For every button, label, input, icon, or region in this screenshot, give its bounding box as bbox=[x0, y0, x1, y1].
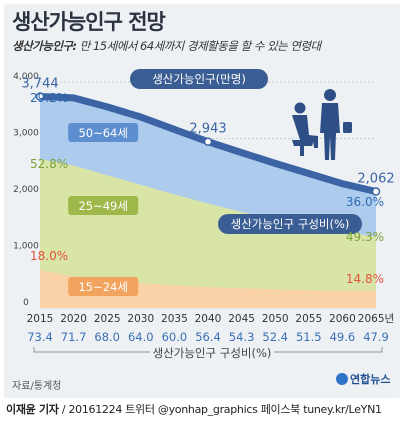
ratio-value: 68.0 bbox=[94, 330, 120, 344]
data-point bbox=[203, 137, 213, 146]
data-point bbox=[371, 187, 381, 196]
ratio-value: 60.0 bbox=[162, 330, 188, 344]
ratio-value: 54.3 bbox=[229, 330, 255, 344]
x-tick-label: 2055 bbox=[295, 313, 322, 325]
y-tick-label: 1,000 bbox=[13, 242, 39, 252]
pct-label-2065: 36.0% bbox=[346, 195, 384, 209]
x-tick-label: 2050 bbox=[262, 313, 289, 325]
source-note: 자료/통계청 bbox=[12, 381, 62, 392]
x-tick-label: 2060 bbox=[329, 313, 356, 325]
band-label-15-24-bg bbox=[68, 277, 139, 296]
subtitle-text: 만 15세에서 64세까지 경제활동을 할 수 있는 연령대 bbox=[76, 39, 321, 53]
band-label-50-64: 50~64세 bbox=[78, 126, 127, 140]
credit-details: / 20161224 트위터 @yonhap_graphics 페이스북 tun… bbox=[58, 403, 382, 416]
person-sitting-icon bbox=[292, 115, 318, 148]
x-tick-label: 2035 bbox=[161, 313, 188, 325]
chart-title: 생산가능인구 전망 bbox=[12, 10, 166, 34]
y-tick-label: 0 bbox=[23, 298, 29, 308]
band-15-24 bbox=[40, 270, 376, 308]
person-standing-icon bbox=[320, 103, 340, 160]
ratio-axis-title: 생산가능인구 구성비(%) bbox=[153, 346, 272, 360]
y-tick-label: 2,000 bbox=[13, 185, 39, 195]
data-point bbox=[35, 92, 45, 101]
value-label: 2,062 bbox=[357, 171, 394, 186]
x-tick-label: 2020 bbox=[60, 313, 87, 325]
callout-ratio-bg bbox=[218, 214, 362, 234]
author-name: 이재윤 기자 bbox=[6, 403, 59, 416]
band-label-25-49: 25~49세 bbox=[78, 199, 127, 213]
x-tick-label: 2045 bbox=[228, 313, 255, 325]
band-label-50-64-bg bbox=[68, 123, 139, 142]
x-tick-label: 2015 bbox=[27, 313, 54, 325]
x-tick-label: 2025 bbox=[94, 313, 121, 325]
ratio-value: 51.5 bbox=[296, 330, 322, 344]
briefcase-icon bbox=[343, 122, 352, 133]
x-tick-label: 2040 bbox=[195, 313, 222, 325]
x-tick-label: 2030 bbox=[127, 313, 154, 325]
yonhap-logo: 연합뉴스 bbox=[336, 371, 390, 387]
yonhap-logo-icon bbox=[336, 373, 348, 385]
ratio-title-bg bbox=[150, 344, 274, 360]
pct-label-2065: 49.3% bbox=[346, 230, 384, 244]
ratio-value: 49.6 bbox=[330, 330, 356, 344]
pct-label-2015: 52.8% bbox=[30, 157, 68, 171]
value-label: 3,744 bbox=[21, 76, 58, 91]
band-label-25-49-bg bbox=[68, 196, 139, 215]
y-tick-label: 4,000 bbox=[13, 72, 39, 82]
band-label-15-24: 15~24세 bbox=[78, 280, 127, 294]
credit-footer: 이재윤 기자 / 20161224 트위터 @yonhap_graphics 페… bbox=[6, 401, 382, 417]
ratio-value: 47.9 bbox=[363, 330, 389, 344]
ratio-value: 71.7 bbox=[61, 330, 87, 344]
ratio-value: 64.0 bbox=[128, 330, 154, 344]
value-label: 2,943 bbox=[189, 122, 226, 137]
pct-label-2065: 14.8% bbox=[346, 272, 384, 286]
callout-total-bg bbox=[130, 69, 268, 89]
ratio-value: 73.4 bbox=[27, 330, 53, 344]
callout-total: 생산가능인구(만명) bbox=[152, 72, 246, 86]
person-standing-head-icon bbox=[324, 89, 336, 101]
ratio-value: 52.4 bbox=[262, 330, 288, 344]
subtitle-label: 생산가능인구: bbox=[12, 39, 77, 53]
pct-label-2015: 18.0% bbox=[30, 249, 68, 263]
yonhap-logo-text: 연합뉴스 bbox=[350, 373, 391, 386]
ratio-value: 56.4 bbox=[195, 330, 221, 344]
pct-label-2015: 29.2% bbox=[30, 91, 68, 105]
callout-ratio: 생산가능인구 구성비(%) bbox=[231, 217, 350, 231]
y-tick-label: 3,000 bbox=[13, 129, 39, 139]
x-tick-label: 2065년 bbox=[358, 313, 394, 325]
chart-subtitle: 생산가능인구: 만 15세에서 64세까지 경제활동을 할 수 있는 연령대 bbox=[12, 38, 321, 54]
person-sitting-head-icon bbox=[294, 102, 306, 114]
chair-icon bbox=[292, 140, 314, 156]
